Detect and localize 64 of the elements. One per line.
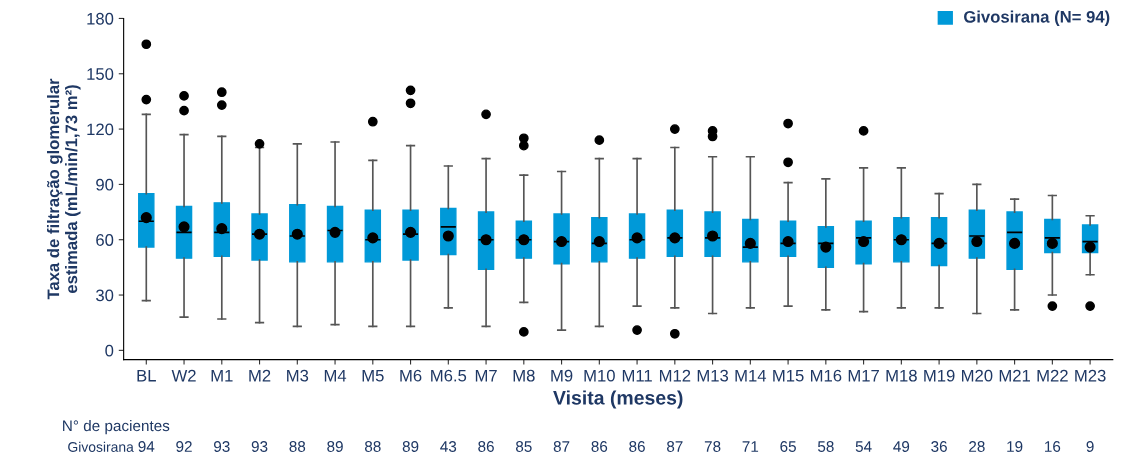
x-tick-label: W2 (171, 369, 196, 382)
x-tick-label: M17 (848, 369, 879, 382)
text: 88 (364, 441, 381, 452)
text: 85 (515, 441, 532, 452)
x-tick-label: M22 (1037, 369, 1068, 382)
x-tick-label: M21 (999, 369, 1030, 382)
x-tick-label: M20 (962, 369, 993, 382)
text: 86 (478, 441, 494, 452)
text: 54 (855, 441, 872, 452)
text: 58 (817, 441, 834, 452)
x-tick-label: BL (137, 369, 156, 382)
text: 88 (289, 441, 306, 452)
x-tick-label: M23 (1075, 369, 1106, 382)
x-tick-label: M12 (659, 369, 691, 382)
text: 78 (704, 441, 721, 452)
text: 65 (780, 441, 796, 452)
x-tick-label: M11 (622, 369, 652, 382)
y-tick-label: 90 (96, 178, 114, 191)
text: 43 (440, 441, 457, 452)
y-tick-label: 120 (87, 123, 114, 136)
text: 9 (1086, 441, 1094, 452)
text: 86 (591, 441, 608, 452)
text: 89 (327, 441, 343, 452)
x-tick-label: M8 (513, 369, 535, 382)
x-tick-label: M6.5 (431, 369, 467, 382)
text: 36 (931, 441, 947, 452)
legend-label: Givosirana (N= 94) (964, 10, 1110, 27)
text: 89 (402, 441, 419, 452)
text: 86 (629, 441, 645, 452)
text: 93 (251, 441, 268, 452)
x-tick-label: M13 (697, 369, 729, 382)
y-tick-label: 30 (96, 289, 114, 302)
text: 28 (969, 441, 985, 452)
y-tick-label: 180 (87, 12, 114, 25)
x-tick-label: M16 (811, 369, 842, 382)
x-tick-label: M19 (924, 369, 955, 382)
x-tick-label: M9 (551, 369, 573, 382)
text: Givosirana (68, 441, 134, 452)
text: 92 (176, 441, 192, 452)
text: 94 (138, 441, 155, 452)
text: N° de pacientes (63, 419, 170, 435)
y-tick-label: 60 (96, 234, 114, 246)
x-axis-title: Visita (meses) (553, 390, 683, 409)
text: 93 (214, 441, 230, 452)
x-tick-label: M10 (584, 369, 615, 382)
x-tick-label: M18 (886, 369, 917, 382)
x-tick-label: M4 (324, 369, 347, 382)
y-tick-label: 150 (87, 68, 114, 80)
y-tick-label: 0 (105, 344, 114, 357)
x-tick-label: M7 (475, 369, 497, 382)
text: 49 (893, 441, 910, 452)
text: 71 (742, 441, 759, 452)
x-tick-label: M15 (773, 369, 804, 382)
x-tick-label: M3 (287, 369, 309, 382)
x-tick-label: M2 (249, 369, 271, 382)
x-tick-label: M1 (211, 369, 233, 382)
text: 87 (667, 441, 683, 452)
text: 16 (1045, 441, 1061, 452)
y-axis-title: Taxa de filtração glomerular estimada (mL/min/1,73 m²) (47, 78, 81, 300)
x-tick-label: M6 (400, 369, 422, 382)
text: 19 (1007, 441, 1023, 452)
x-tick-label: M14 (735, 369, 767, 382)
x-tick-label: M5 (362, 369, 384, 382)
text: 87 (553, 441, 570, 452)
